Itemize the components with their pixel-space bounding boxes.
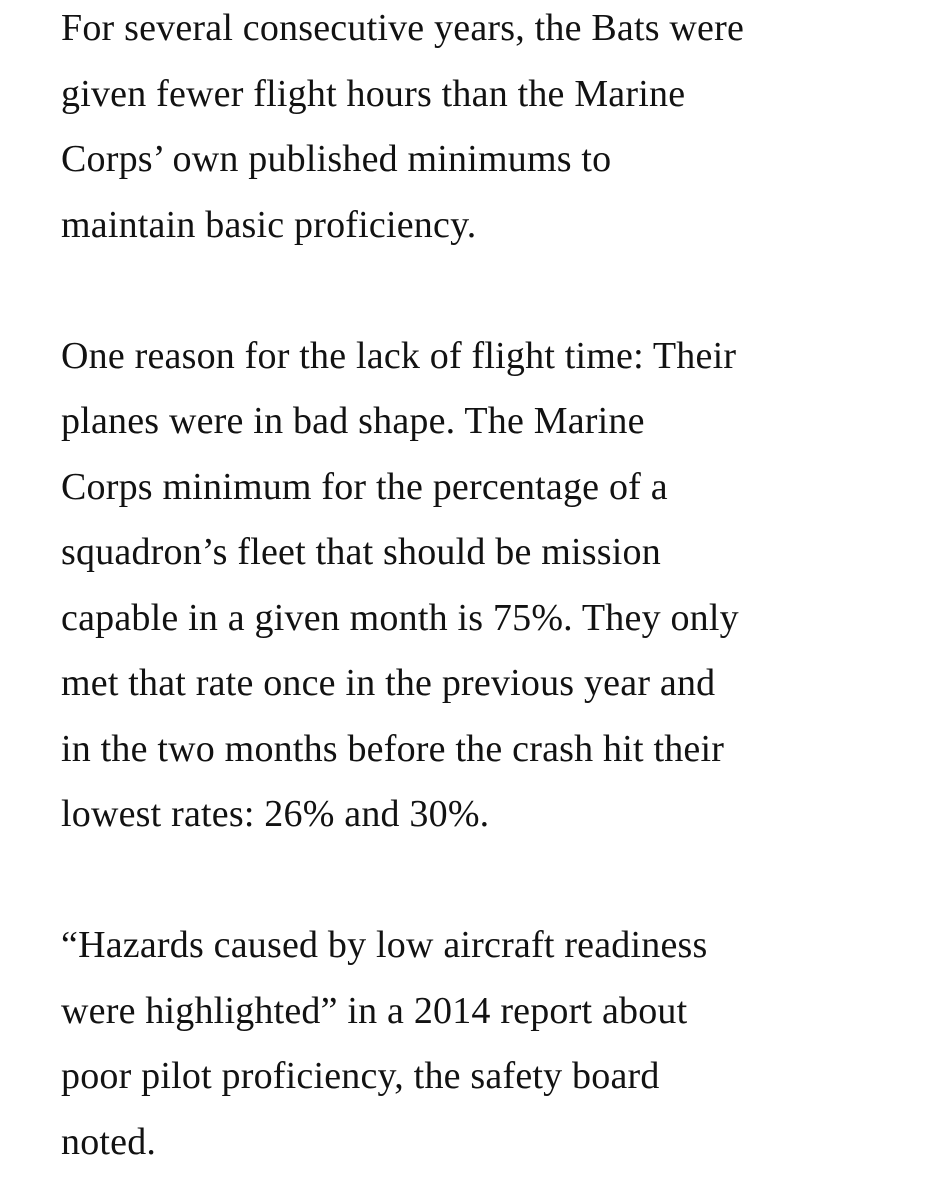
paragraph-2: One reason for the lack of flight time: … bbox=[61, 324, 907, 848]
paragraph-line: capable in a given month is 75%. They on… bbox=[61, 596, 739, 639]
paragraph-1: For several consecutive years, the Bats … bbox=[61, 0, 907, 258]
paragraph-line: poor pilot proficiency, the safety board bbox=[61, 1055, 660, 1097]
paragraph-line: One reason for the lack of flight time: … bbox=[61, 334, 737, 377]
paragraph-line: noted. bbox=[61, 1120, 157, 1163]
paragraph-line: given fewer flight hours than the Marine bbox=[61, 72, 686, 115]
article-body: For several consecutive years, the Bats … bbox=[61, 0, 907, 1175]
paragraph-line: squadron’s fleet that should be mission bbox=[61, 531, 661, 573]
paragraph-spacer bbox=[61, 258, 907, 324]
paragraph-line: were highlighted” in a 2014 report about bbox=[61, 989, 688, 1032]
paragraph-line: For several consecutive years, the Bats … bbox=[61, 7, 745, 49]
paragraph-line: in the two months before the crash hit t… bbox=[61, 727, 725, 770]
paragraph-line: maintain basic proficiency. bbox=[61, 203, 477, 246]
paragraph-line: Corps minimum for the percentage of a bbox=[61, 465, 668, 508]
paragraph-line: met that rate once in the previous year … bbox=[61, 662, 716, 704]
paragraph-line: planes were in bad shape. The Marine bbox=[61, 400, 645, 442]
paragraph-line: lowest rates: 26% and 30%. bbox=[61, 793, 490, 835]
paragraph-line: Corps’ own published minimums to bbox=[61, 138, 612, 180]
paragraph-spacer bbox=[61, 848, 907, 914]
paragraph-line: “Hazards caused by low aircraft readines… bbox=[61, 924, 708, 966]
paragraph-3: “Hazards caused by low aircraft readines… bbox=[61, 913, 907, 1175]
